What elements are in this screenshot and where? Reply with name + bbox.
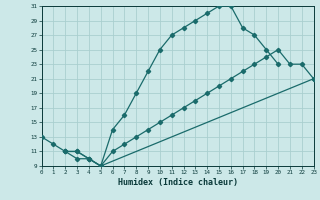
X-axis label: Humidex (Indice chaleur): Humidex (Indice chaleur): [118, 178, 237, 187]
